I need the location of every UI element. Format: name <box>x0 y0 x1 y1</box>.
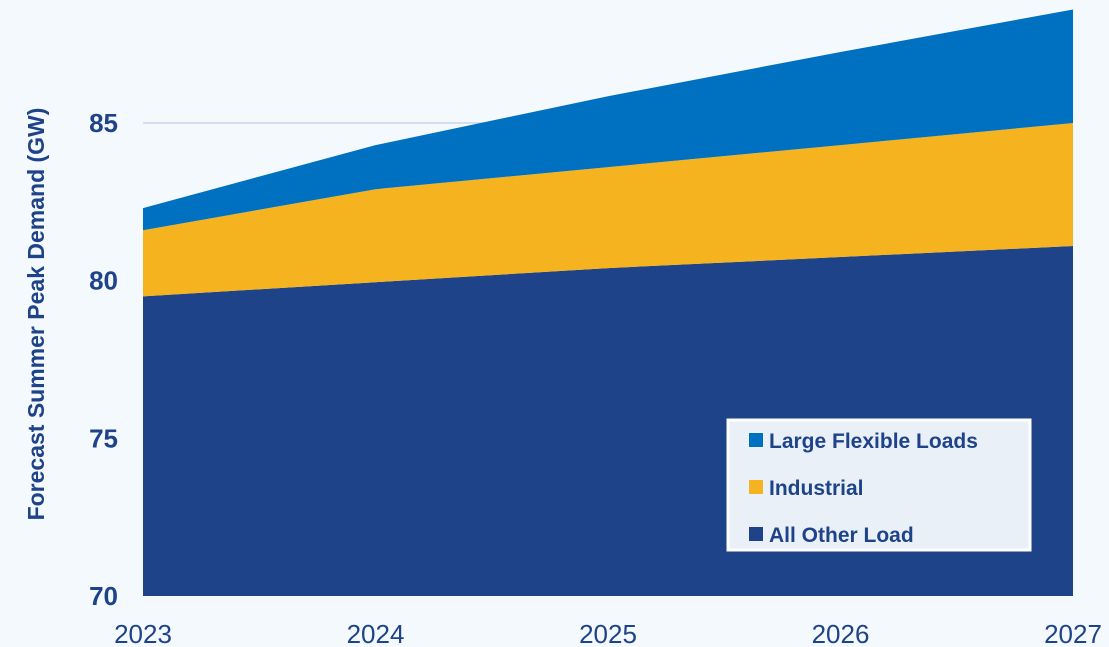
legend-swatch-large-flexible-loads <box>749 433 763 447</box>
x-tick-label-2026: 2026 <box>812 619 870 647</box>
y-axis-label: Forecast Summer Peak Demand (GW) <box>23 108 49 521</box>
area-industrial <box>143 123 1073 297</box>
x-tick-label-2024: 2024 <box>347 619 405 647</box>
x-tick-label-2023: 2023 <box>114 619 172 647</box>
area-large-flexible-loads <box>143 9 1073 231</box>
x-tick-label-2025: 2025 <box>579 619 637 647</box>
legend-swatch-industrial <box>749 480 763 494</box>
legend-label-large-flexible-loads: Large Flexible Loads <box>769 430 978 453</box>
y-tick-label-85: 85 <box>89 108 118 138</box>
x-tick-label-2027: 2027 <box>1044 619 1102 647</box>
legend-box <box>726 418 1032 552</box>
x-axis-ticks: 2023 2024 2025 2026 2027 <box>114 619 1102 647</box>
legend-label-all-other-load: All Other Load <box>769 524 914 547</box>
legend: Large Flexible Loads Industrial All Other … <box>726 418 1032 552</box>
y-tick-label-80: 80 <box>89 266 118 296</box>
y-tick-label-75: 75 <box>89 423 118 453</box>
legend-swatch-all-other-load <box>749 527 763 541</box>
legend-label-industrial: Industrial <box>769 477 864 500</box>
y-tick-label-70: 70 <box>89 581 118 611</box>
y-axis-ticks: 70 75 80 85 <box>89 108 118 611</box>
